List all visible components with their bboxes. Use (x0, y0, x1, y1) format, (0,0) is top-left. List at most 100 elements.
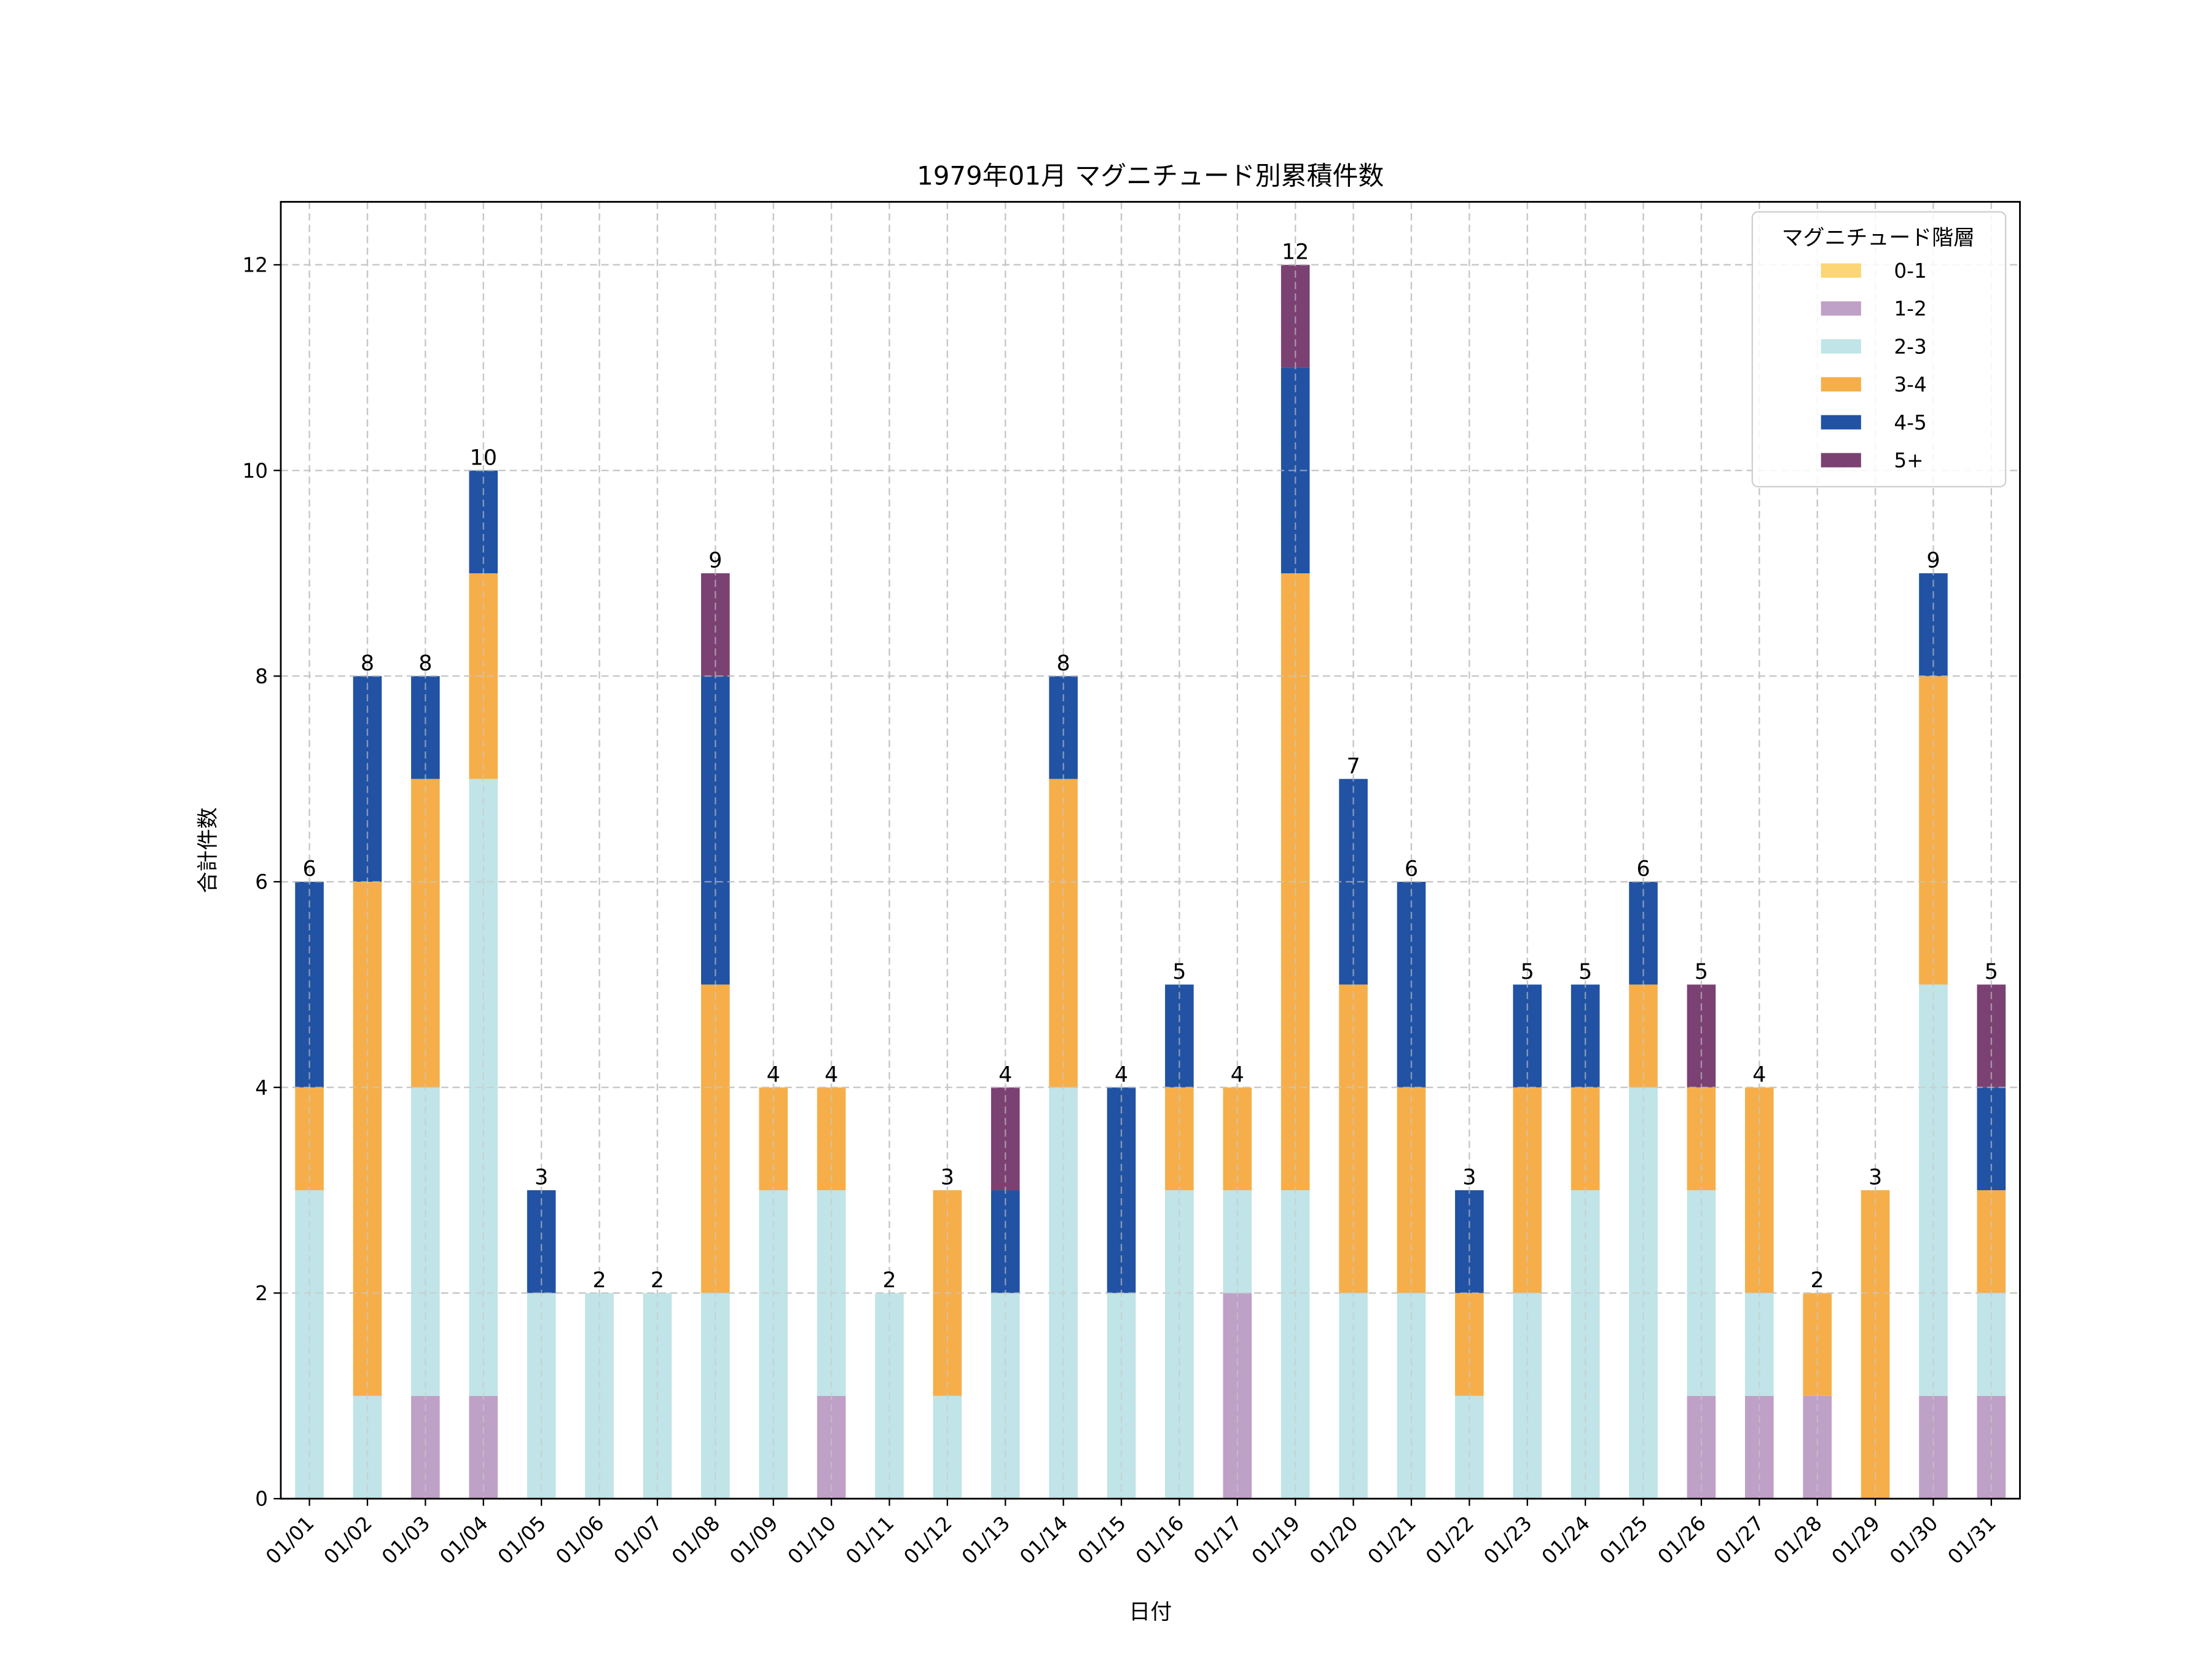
bar-segment-2-3 (1977, 1293, 2006, 1396)
total-label: 5 (1172, 960, 1186, 984)
total-label: 8 (418, 651, 432, 676)
total-label: 2 (651, 1268, 664, 1293)
bar-segment-4-5 (1919, 573, 1948, 677)
bar-segment-3-4 (411, 779, 440, 1088)
bar-segment-3-4 (759, 1087, 788, 1191)
bar-segment-2-3 (1745, 1293, 1774, 1396)
legend-label: 2-3 (1894, 335, 1926, 358)
legend-title: マグニチュード階層 (1782, 226, 1975, 250)
y-tick-label: 4 (255, 1076, 268, 1099)
bar-segment-4-5 (527, 1190, 556, 1293)
bar-segment-2-3 (759, 1190, 788, 1499)
total-label: 8 (361, 651, 374, 676)
bar-segment-3-4 (1861, 1190, 1890, 1499)
axes-frame (280, 201, 2021, 1500)
total-label: 2 (1811, 1268, 1824, 1293)
grid-overlay (280, 202, 2020, 1500)
legend-swatch-4-5 (1821, 415, 1861, 429)
y-tick-label: 2 (255, 1282, 268, 1305)
bar-segment-4-5 (1455, 1190, 1484, 1293)
total-label: 3 (1869, 1166, 1882, 1190)
total-label: 5 (1521, 960, 1534, 984)
bar-segment-1-2 (1687, 1395, 1716, 1499)
total-label: 12 (1282, 240, 1309, 265)
bar-segment-1-2 (411, 1395, 440, 1499)
total-label: 3 (941, 1166, 954, 1190)
legend-label: 4-5 (1894, 411, 1926, 434)
bar-segment-2-3 (933, 1395, 962, 1499)
total-label: 4 (1231, 1062, 1244, 1087)
bar-segment-4-5 (469, 470, 498, 574)
bar-segment-3-4 (701, 984, 730, 1293)
y-axis-ticks: 0 2 4 6 8 10 12 (243, 254, 281, 1511)
bar-segment-1-2 (1745, 1395, 1774, 1499)
bar-segment-4-5 (1571, 984, 1600, 1088)
y-tick-label: 12 (243, 254, 269, 277)
bar-segment-1-2 (469, 1395, 498, 1499)
legend-label: 1-2 (1894, 297, 1926, 321)
bar-segment-3-4 (295, 1087, 324, 1191)
total-label: 9 (708, 549, 722, 573)
bar-segment-2-3 (1165, 1190, 1194, 1499)
bar-segment-3-4 (1977, 1190, 2006, 1293)
total-label: 6 (1405, 857, 1418, 882)
bar-segment-4-5 (411, 676, 440, 779)
y-tick-label: 8 (255, 665, 268, 688)
bar-segment-3-4 (1919, 676, 1948, 985)
bar-segment-3-4 (1223, 1087, 1252, 1191)
bar-segment-2-3 (411, 1087, 440, 1396)
y-axis-label: 合計件数 (196, 807, 221, 893)
total-label: 6 (302, 857, 316, 882)
bar-segment-3-4 (1339, 984, 1368, 1293)
total-label: 7 (1346, 754, 1360, 779)
bar-segment-2-3 (1281, 1190, 1310, 1499)
bar-segment-2-3 (353, 1395, 382, 1499)
y-tick-label: 6 (255, 871, 268, 894)
legend-swatch-5+ (1821, 453, 1861, 468)
bar-segment-5+ (1281, 264, 1310, 368)
total-label: 3 (535, 1166, 548, 1190)
legend-swatch-1-2 (1821, 301, 1861, 316)
bar-segment-2-3 (1571, 1190, 1600, 1499)
total-label: 5 (1695, 960, 1708, 984)
legend-box (1751, 211, 2007, 488)
total-label: 2 (882, 1268, 896, 1293)
bar-segment-4-5 (990, 1190, 1020, 1293)
total-label: 8 (1057, 651, 1070, 676)
bar-segment-3-4 (1571, 1087, 1600, 1191)
bar-segment-3-4 (1687, 1087, 1716, 1191)
bar-segment-3-4 (1165, 1087, 1194, 1191)
x-axis-label: 日付 (1129, 1600, 1172, 1625)
bar-segment-4-5 (701, 676, 730, 985)
legend: マグニチュード階層 0-1 1-2 2-3 3-4 4-5 5+ (1751, 211, 2007, 488)
bar-segment-3-4 (1629, 984, 1658, 1088)
y-tick-label: 10 (243, 459, 269, 482)
bar-segment-1-2 (1919, 1395, 1948, 1499)
total-labels: 6 8 8 10 3 2 2 9 4 4 2 3 4 8 4 5 4 12 7 6 3 5 5 6 5 4 2 3 9 5 (302, 240, 1998, 1293)
legend-swatch-3-4 (1821, 377, 1861, 392)
bar-segment-2-3 (295, 1190, 324, 1499)
bar-segment-3-4 (817, 1087, 846, 1191)
bar-segment-3-4 (353, 882, 382, 1396)
bar-segment-1-2 (817, 1395, 846, 1499)
bar-segment-5+ (1977, 984, 2006, 1088)
bar-segment-2-3 (1455, 1395, 1484, 1499)
bar-segment-4-5 (1977, 1087, 2006, 1191)
bar-segment-5+ (701, 573, 730, 677)
legend-label: 5+ (1894, 449, 1923, 473)
bar-segment-1-2 (1803, 1395, 1832, 1499)
bar-segment-2-3 (1223, 1190, 1252, 1293)
total-label: 5 (1579, 960, 1592, 984)
total-label: 9 (1926, 549, 1940, 573)
bar-segment-5+ (990, 1087, 1020, 1191)
total-label: 2 (592, 1268, 606, 1293)
bar-segment-3-4 (1049, 779, 1078, 1088)
bar-segment-4-5 (1629, 882, 1658, 985)
total-label: 6 (1636, 857, 1650, 882)
bar-segment-4-5 (1049, 676, 1078, 779)
total-label: 3 (1462, 1166, 1476, 1190)
total-label: 4 (1752, 1062, 1766, 1087)
total-label: 5 (1985, 960, 1998, 984)
bar-segment-4-5 (1513, 984, 1542, 1088)
total-label: 4 (1115, 1062, 1128, 1087)
